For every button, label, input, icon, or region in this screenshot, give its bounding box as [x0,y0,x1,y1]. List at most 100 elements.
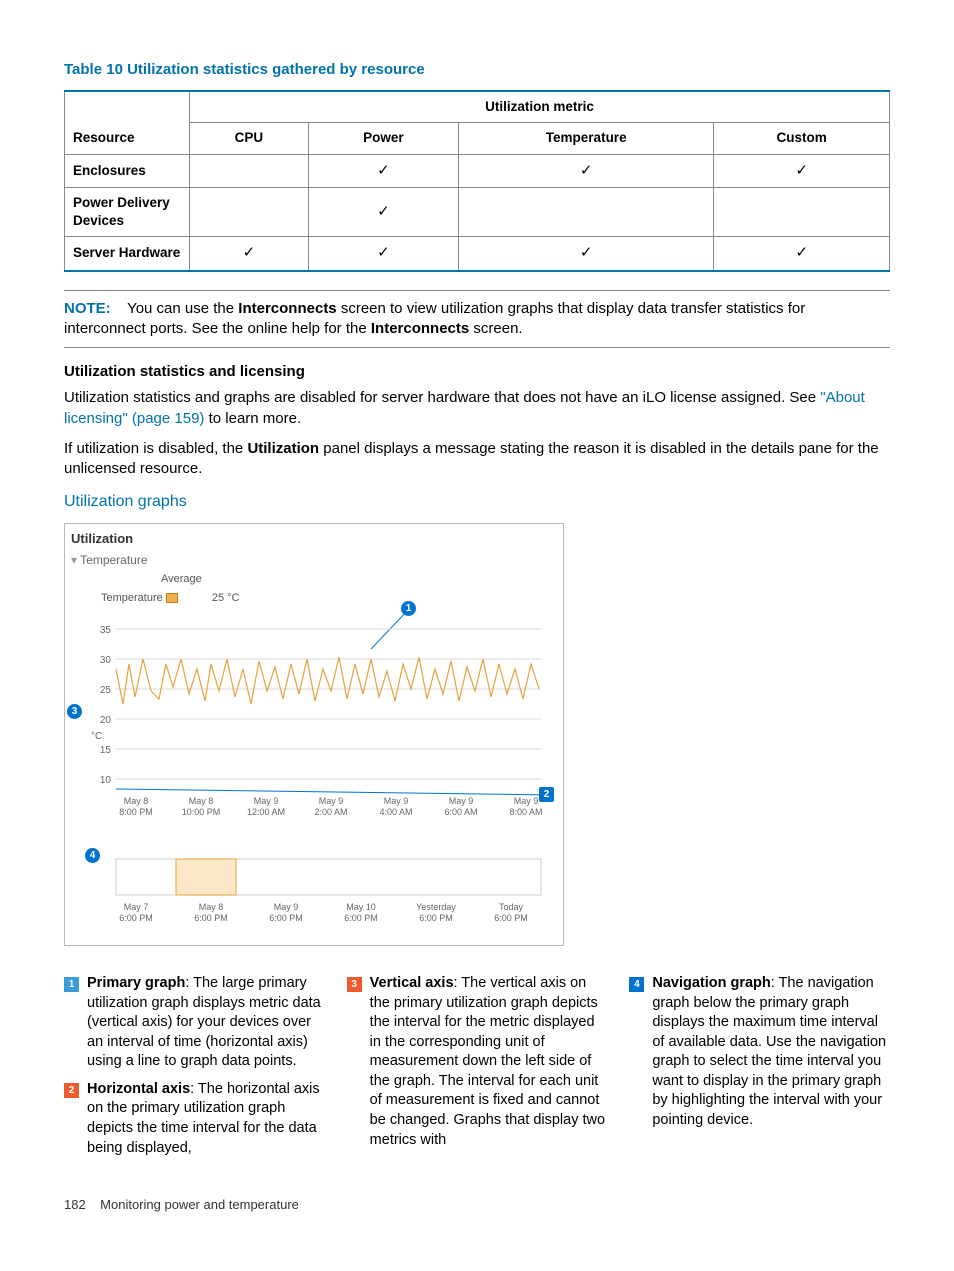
callout-num-4: 4 [629,977,644,992]
svg-text:10:00 PM: 10:00 PM [182,807,221,817]
svg-text:12:00 AM: 12:00 AM [247,807,285,817]
text: to learn more. [209,410,302,427]
col-cpu: CPU [190,123,309,154]
col-power: Power [308,123,458,154]
callout-num-2: 2 [64,1083,79,1098]
table-title: Table 10 Utilization statistics gathered… [64,60,890,80]
svg-text:8:00 PM: 8:00 PM [119,807,153,817]
note-bold: Interconnects [371,320,469,337]
svg-text:May 8: May 8 [199,902,224,912]
cell [190,187,309,236]
svg-text:May 9: May 9 [319,796,344,806]
legend-swatch-icon [166,593,178,603]
svg-text:6:00 PM: 6:00 PM [194,913,228,923]
text: If utilization is disabled, the [64,440,247,457]
note-label: NOTE: [64,300,111,317]
paragraph: If utilization is disabled, the Utilizat… [64,439,890,480]
cell: ✓ [459,154,714,187]
svg-text:6:00 PM: 6:00 PM [494,913,528,923]
col-temperature: Temperature [459,123,714,154]
note-text: screen. [473,320,522,337]
callout-text: : The navigation graph below the primary… [652,975,886,1128]
cell: ✓ [308,187,458,236]
callout-marker-2: 2 [539,787,554,802]
cell [714,187,890,236]
callout-title: Vertical axis [370,975,454,991]
chart-legend-row: Temperature 25 °C [101,591,557,606]
callout-title: Horizontal axis [87,1081,190,1097]
series-line [116,657,539,704]
cell: ✓ [714,237,890,271]
legend-value: 25 °C [212,591,240,606]
cell: ✓ [308,154,458,187]
utilization-chart: Utilization ▾ Temperature Average Temper… [64,523,564,946]
text-bold: Utilization [247,440,319,457]
footer-label: Monitoring power and temperature [100,1197,299,1212]
note-text: You can use the [127,300,238,317]
section-heading-licensing: Utilization statistics and licensing [64,362,890,382]
cell: ✓ [308,237,458,271]
svg-text:4:00 AM: 4:00 AM [379,807,412,817]
note-block: NOTE: You can use the Interconnects scre… [64,290,890,349]
cell: ✓ [190,237,309,271]
svg-text:6:00 PM: 6:00 PM [419,913,453,923]
col-resource: Resource [65,91,190,154]
metric-label: Temperature [80,553,147,567]
col-group-metric: Utilization metric [190,91,890,123]
svg-text:May 9: May 9 [274,902,299,912]
chevron-down-icon: ▾ [71,553,77,567]
row-name: Power Delivery Devices [65,187,190,236]
table-row: Server Hardware ✓ ✓ ✓ ✓ [65,237,890,271]
svg-text:May 9: May 9 [514,796,539,806]
chart-title: Utilization [71,530,557,548]
svg-text:6:00 PM: 6:00 PM [269,913,303,923]
svg-text:May 9: May 9 [449,796,474,806]
y-tick: 30 [100,655,112,666]
cell: ✓ [714,154,890,187]
callout-title: Navigation graph [652,975,770,991]
y-tick: 35 [100,625,112,636]
callout-num-1: 1 [64,977,79,992]
y-tick: 15 [100,745,112,756]
callout-text: : The vertical axis on the primary utili… [370,975,605,1148]
text: Utilization statistics and graphs are di… [64,389,820,406]
svg-text:2:00 AM: 2:00 AM [314,807,347,817]
legend-average-header: Average [161,572,202,587]
svg-text:May 7: May 7 [124,902,149,912]
metric-selector[interactable]: ▾ Temperature [71,552,557,568]
chart-legend: Average [131,572,557,587]
svg-text:May 8: May 8 [189,796,214,806]
callout-col-2: 3 Vertical axis: The vertical axis on th… [347,974,608,1166]
callout-num-3: 3 [347,977,362,992]
page-number: 182 [64,1197,86,1212]
utilization-graphs-heading: Utilization graphs [64,491,890,513]
callout-col-1: 1 Primary graph: The large primary utili… [64,974,325,1166]
note-bold: Interconnects [238,300,336,317]
svg-text:8:00 AM: 8:00 AM [509,807,542,817]
cell [459,187,714,236]
cell: ✓ [459,237,714,271]
svg-text:Yesterday: Yesterday [416,902,456,912]
y-unit: °C [91,731,102,742]
y-tick: 10 [100,775,112,786]
svg-text:May 8: May 8 [124,796,149,806]
paragraph: Utilization statistics and graphs are di… [64,388,890,429]
navigation-graph[interactable]: May 76:00 PM May 86:00 PM May 96:00 PM M… [71,854,557,934]
svg-text:May 9: May 9 [254,796,279,806]
svg-text:Today: Today [499,902,524,912]
y-tick: 20 [100,715,112,726]
primary-graph: 35 30 25 20 15 10 °C May 88:00 PM May 81… [71,609,557,849]
utilization-table: Resource Utilization metric CPU Power Te… [64,90,890,271]
callout-col-3: 4 Navigation graph: The navigation graph… [629,974,890,1166]
row-name: Enclosures [65,154,190,187]
table-row: Power Delivery Devices ✓ [65,187,890,236]
selection-range[interactable] [176,859,236,895]
table-row: Enclosures ✓ ✓ ✓ [65,154,890,187]
page-footer: 182 Monitoring power and temperature [64,1196,890,1214]
svg-text:May 10: May 10 [346,902,376,912]
svg-text:6:00 PM: 6:00 PM [119,913,153,923]
row-name: Server Hardware [65,237,190,271]
y-tick: 25 [100,685,112,696]
callout-title: Primary graph [87,975,185,991]
legend-temp-label: Temperature [101,592,163,604]
